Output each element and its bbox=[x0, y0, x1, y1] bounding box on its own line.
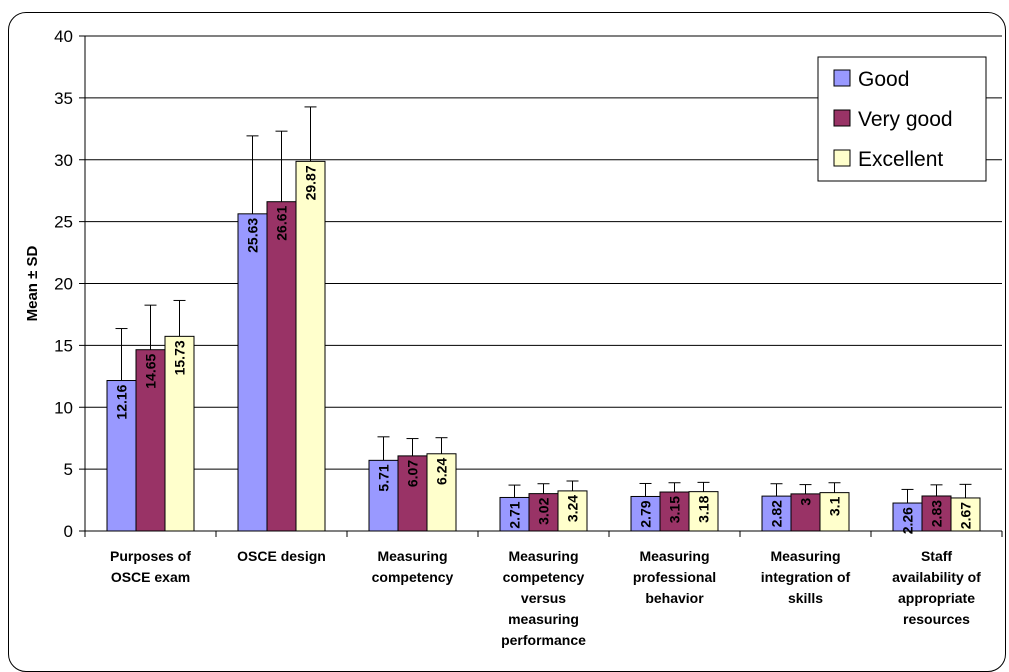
category-label: Measuring bbox=[508, 548, 578, 564]
data-label: 2.26 bbox=[900, 507, 916, 534]
y-tick-label: 15 bbox=[54, 336, 73, 355]
legend-label: Excellent bbox=[858, 148, 943, 171]
data-label: 3.15 bbox=[667, 496, 683, 523]
data-label: 14.65 bbox=[143, 354, 159, 389]
category-label: integration of bbox=[761, 569, 851, 585]
data-label: 3.18 bbox=[696, 495, 712, 522]
data-label: 2.82 bbox=[769, 500, 785, 527]
bar bbox=[761, 495, 792, 532]
data-label: 15.73 bbox=[172, 340, 188, 375]
category-label: behavior bbox=[645, 590, 704, 606]
bar bbox=[266, 201, 297, 532]
legend-swatch bbox=[833, 109, 851, 127]
bar bbox=[295, 160, 326, 532]
y-tick-label: 10 bbox=[54, 398, 73, 417]
category-label: performance bbox=[501, 632, 586, 648]
legend-label: Good bbox=[858, 68, 909, 91]
bar bbox=[528, 493, 559, 532]
category-label: availability of bbox=[892, 569, 981, 585]
bar bbox=[368, 459, 399, 532]
data-label: 2.83 bbox=[929, 500, 945, 527]
category-label: competency bbox=[503, 569, 585, 585]
y-tick-label: 40 bbox=[54, 27, 73, 46]
category-label: Measuring bbox=[770, 548, 840, 564]
category-label: versus bbox=[521, 590, 566, 606]
data-label: 3.24 bbox=[565, 495, 581, 522]
data-label: 2.71 bbox=[507, 501, 523, 528]
data-label: 29.87 bbox=[303, 165, 319, 200]
data-label: 2.67 bbox=[958, 502, 974, 529]
category-label: measuring bbox=[508, 611, 579, 627]
legend-swatch bbox=[833, 149, 851, 167]
y-tick-label: 30 bbox=[54, 151, 73, 170]
category-label: professional bbox=[633, 569, 716, 585]
data-label: 5.71 bbox=[376, 464, 392, 491]
category-label: skills bbox=[788, 590, 823, 606]
legend-swatch bbox=[833, 69, 851, 87]
category-label: Measuring bbox=[639, 548, 709, 564]
y-tick-label: 35 bbox=[54, 89, 73, 108]
data-label: 6.07 bbox=[405, 460, 421, 487]
y-tick-label: 20 bbox=[54, 275, 73, 294]
data-label: 6.24 bbox=[434, 458, 450, 485]
data-label: 25.63 bbox=[245, 218, 261, 253]
data-label: 12.16 bbox=[114, 384, 130, 419]
data-label: 2.79 bbox=[638, 500, 654, 527]
category-label: appropriate bbox=[898, 590, 975, 606]
bar bbox=[790, 493, 821, 532]
category-label: competency bbox=[372, 569, 454, 585]
data-label: 3 bbox=[798, 498, 814, 506]
category-label: resources bbox=[903, 611, 970, 627]
bar bbox=[688, 491, 719, 532]
category-label: Purposes of bbox=[110, 548, 191, 564]
bar bbox=[499, 496, 530, 532]
category-label: OSCE design bbox=[237, 548, 326, 564]
bar bbox=[426, 453, 457, 532]
category-label: Staff bbox=[921, 548, 952, 564]
y-tick-label: 25 bbox=[54, 213, 73, 232]
bar bbox=[892, 502, 923, 532]
data-label: 3.1 bbox=[827, 496, 843, 516]
bar bbox=[950, 497, 981, 532]
bar bbox=[237, 213, 268, 532]
y-axis-label: Mean ± SD bbox=[24, 245, 41, 321]
y-tick-label: 0 bbox=[64, 522, 73, 541]
y-tick-label: 5 bbox=[64, 460, 73, 479]
category-label: Measuring bbox=[377, 548, 447, 564]
data-label: 26.61 bbox=[274, 206, 290, 241]
data-label: 3.02 bbox=[536, 497, 552, 524]
category-label: OSCE exam bbox=[111, 569, 190, 585]
bar bbox=[135, 349, 166, 532]
legend-label: Very good bbox=[858, 108, 953, 131]
bar bbox=[921, 495, 952, 532]
bar bbox=[106, 380, 137, 532]
